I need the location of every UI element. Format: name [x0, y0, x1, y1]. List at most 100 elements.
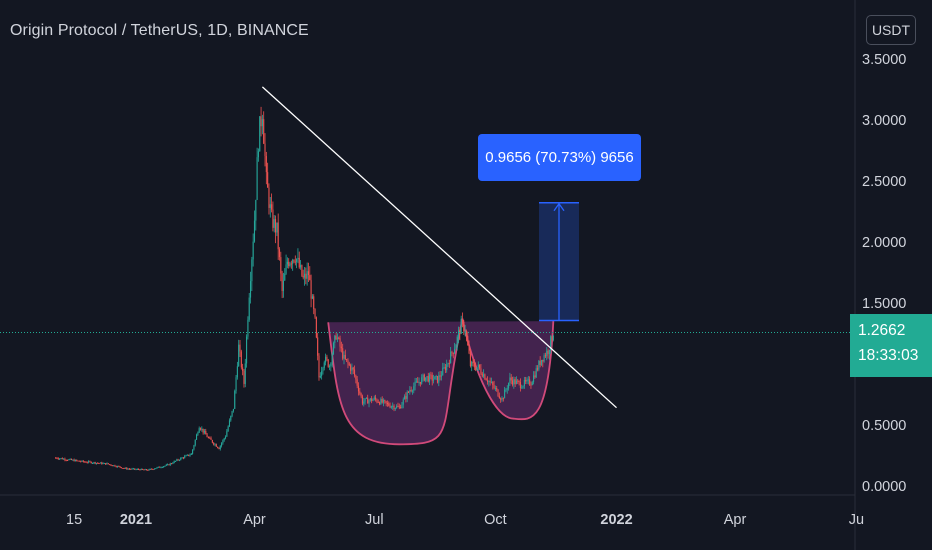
candle-body [328, 365, 331, 367]
candle-body [261, 119, 263, 127]
candle-body [59, 458, 61, 460]
candle-body [508, 383, 510, 389]
candle-body [89, 461, 91, 463]
candle-body [535, 368, 537, 378]
candle-body [411, 390, 414, 392]
candle-body [78, 460, 80, 462]
candle-body [548, 350, 550, 355]
candle-body [384, 399, 386, 401]
candle-body [284, 273, 286, 281]
candle-body [85, 461, 87, 463]
time-tick-label: 2021 [119, 512, 153, 528]
candle-body [317, 337, 319, 356]
candle-body [281, 273, 283, 291]
candle-body [526, 379, 528, 382]
price-range-measure[interactable] [539, 201, 579, 322]
candle-body [544, 355, 546, 357]
candle-body [401, 404, 403, 409]
candle-body [193, 445, 195, 450]
candle-body [377, 401, 379, 403]
price-tick-label: 3.5000 [862, 52, 907, 68]
candle-body [55, 457, 57, 459]
candle-body [230, 415, 232, 421]
candle-body [70, 458, 73, 460]
cup-and-handle-pattern[interactable] [327, 318, 555, 446]
descending-trend-line[interactable] [261, 86, 617, 409]
candle-body [173, 461, 175, 463]
candle-body [109, 464, 111, 466]
candle-body [481, 373, 483, 377]
candle-body [285, 264, 287, 274]
candle-body [498, 396, 500, 399]
candle-body [181, 457, 183, 459]
candle-body [293, 259, 295, 262]
candle-body [277, 222, 279, 250]
candle-body [74, 459, 76, 462]
candle-body [423, 374, 425, 381]
candle-body [118, 466, 120, 468]
candle-body [486, 380, 489, 383]
candle-body [523, 379, 525, 386]
candle-body [215, 444, 217, 447]
cup-curve[interactable] [327, 318, 464, 446]
candle-body [127, 468, 129, 470]
candle-body [418, 381, 420, 383]
candle-body [176, 459, 178, 461]
candle-body [314, 308, 316, 318]
candle-body [382, 399, 385, 403]
candle-body [268, 187, 270, 208]
candle-body [214, 444, 216, 446]
candle-body [144, 469, 146, 471]
candle-body [138, 468, 140, 470]
candle-body [236, 366, 238, 378]
candle-body [367, 397, 369, 404]
candle-body [234, 390, 236, 409]
candle-body [542, 359, 544, 362]
candle-body [400, 406, 402, 409]
candle-body [107, 463, 109, 465]
candle-body [111, 465, 113, 467]
candle-body [178, 459, 180, 461]
currency-button[interactable]: USDT [866, 15, 916, 45]
candle-body [397, 406, 399, 408]
candle-body [113, 465, 115, 467]
candle-body [455, 345, 457, 349]
candle-body [199, 428, 202, 430]
candle-body [502, 398, 504, 400]
candle-body [115, 466, 117, 468]
candle-body [540, 359, 543, 365]
candle-body [388, 403, 390, 406]
candle-body [340, 346, 342, 349]
candle-body [185, 455, 187, 457]
candle-body [530, 384, 532, 386]
candle-body [475, 367, 477, 370]
candle-body [386, 403, 389, 405]
candle-body [429, 374, 431, 382]
candle-body [153, 468, 155, 470]
candle-body [473, 363, 475, 368]
price-tick-label: 3.0000 [862, 113, 907, 129]
candle-body [126, 467, 128, 470]
candle-body [313, 296, 315, 309]
candle-body [421, 377, 423, 384]
candle-body [65, 459, 67, 461]
candle-body [103, 463, 105, 465]
price-tick-label: 1.5000 [862, 296, 907, 312]
candle-body [95, 462, 98, 464]
candle-body [380, 399, 382, 405]
candle-body [519, 382, 521, 389]
candle-body [410, 389, 412, 391]
candle-body [296, 259, 298, 262]
handle-curve[interactable] [461, 318, 555, 421]
candle-body [450, 351, 452, 364]
candle-body [157, 466, 159, 468]
candle-body [436, 376, 439, 383]
candle-body [331, 354, 333, 364]
candle-body [165, 464, 167, 466]
pattern-fill [328, 318, 554, 445]
candle-body [117, 466, 119, 468]
candle-body [339, 338, 341, 347]
candle-body [94, 462, 96, 464]
candle-body [490, 382, 493, 384]
